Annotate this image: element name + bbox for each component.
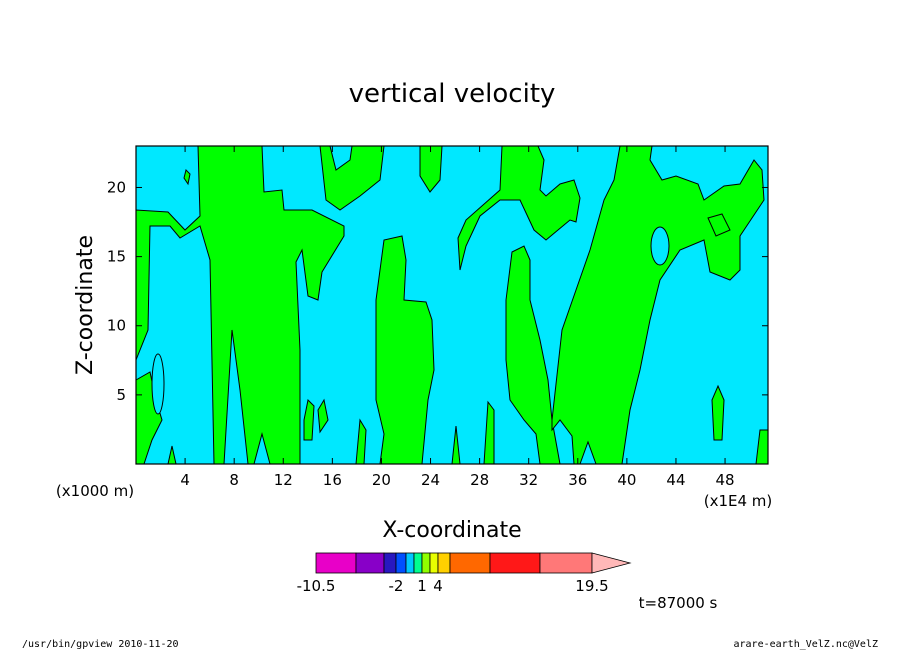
colorbar-bin: [395, 552, 407, 574]
negative-velocity-island: [151, 353, 165, 415]
positive-velocity-region: [375, 235, 435, 465]
y-axis-ticks: 5 10 15 20: [107, 178, 768, 404]
x-tick-label: 36: [568, 471, 587, 489]
x-unit-right: (x1E4 m): [704, 492, 773, 510]
positive-velocity-region: [183, 169, 191, 186]
positive-velocity-region: [317, 398, 329, 434]
colorbar-bin: [539, 552, 593, 574]
x-tick-label: 44: [666, 471, 685, 489]
colorbar-bin: [421, 552, 431, 574]
x-tick-label: 20: [372, 471, 391, 489]
footer-right: arare-earth_VelZ.nc@VelZ: [733, 639, 879, 650]
colorbar-bin: [355, 552, 385, 574]
x-tick-label: 8: [229, 471, 239, 489]
y-tick-label: 10: [107, 317, 126, 335]
plot-frame: [135, 145, 769, 465]
positive-velocity-region: [711, 384, 725, 441]
colorbar-bin: [489, 552, 541, 574]
colorbar: [315, 552, 632, 574]
colorbar-bin: [449, 552, 491, 574]
x-unit-left: (x1000 m): [56, 482, 134, 500]
x-tick-label: 40: [617, 471, 636, 489]
colorbar-bin: [405, 552, 415, 574]
x-axis-ticks: 4 8 12 16 20 24 28 32 36 40 44 48: [180, 146, 735, 489]
colorbar-tick-label: -10.5: [297, 577, 336, 595]
x-tick-label: 16: [323, 471, 342, 489]
colorbar-tick-label: 1: [417, 577, 427, 595]
colorbar-extend-arrow: [591, 552, 632, 574]
time-label: t=87000 s: [639, 594, 718, 612]
x-tick-label: 32: [519, 471, 538, 489]
colorbar-bin: [437, 552, 451, 574]
colorbar-bin: [383, 552, 397, 574]
footer-left: /usr/bin/gpview 2010-11-20: [22, 639, 179, 650]
positive-velocity-region: [707, 213, 731, 237]
x-tick-label: 12: [274, 471, 293, 489]
colorbar-bin: [429, 552, 439, 574]
contour-regions: [135, 145, 769, 465]
colorbar-bin: [413, 552, 423, 574]
negative-velocity-island: [650, 226, 670, 266]
chart-title: vertical velocity: [349, 79, 556, 109]
colorbar-tick-labels: -10.5 -2 1 4 19.5: [297, 577, 609, 595]
y-tick-label: 15: [107, 248, 126, 266]
y-tick-label: 20: [107, 178, 126, 196]
x-tick-label: 4: [180, 471, 190, 489]
x-tick-label: 48: [716, 471, 735, 489]
colorbar-tick-label: 19.5: [575, 577, 608, 595]
positive-velocity-region: [303, 398, 315, 441]
colorbar-bin: [315, 552, 357, 574]
colorbar-tick-label: -2: [389, 577, 404, 595]
x-tick-label: 28: [470, 471, 489, 489]
y-axis-label: Z-coordinate: [73, 235, 98, 375]
x-axis-label: X-coordinate: [382, 518, 521, 543]
x-tick-label: 24: [421, 471, 440, 489]
y-tick-label: 5: [116, 386, 126, 404]
colorbar-tick-label: 4: [433, 577, 443, 595]
